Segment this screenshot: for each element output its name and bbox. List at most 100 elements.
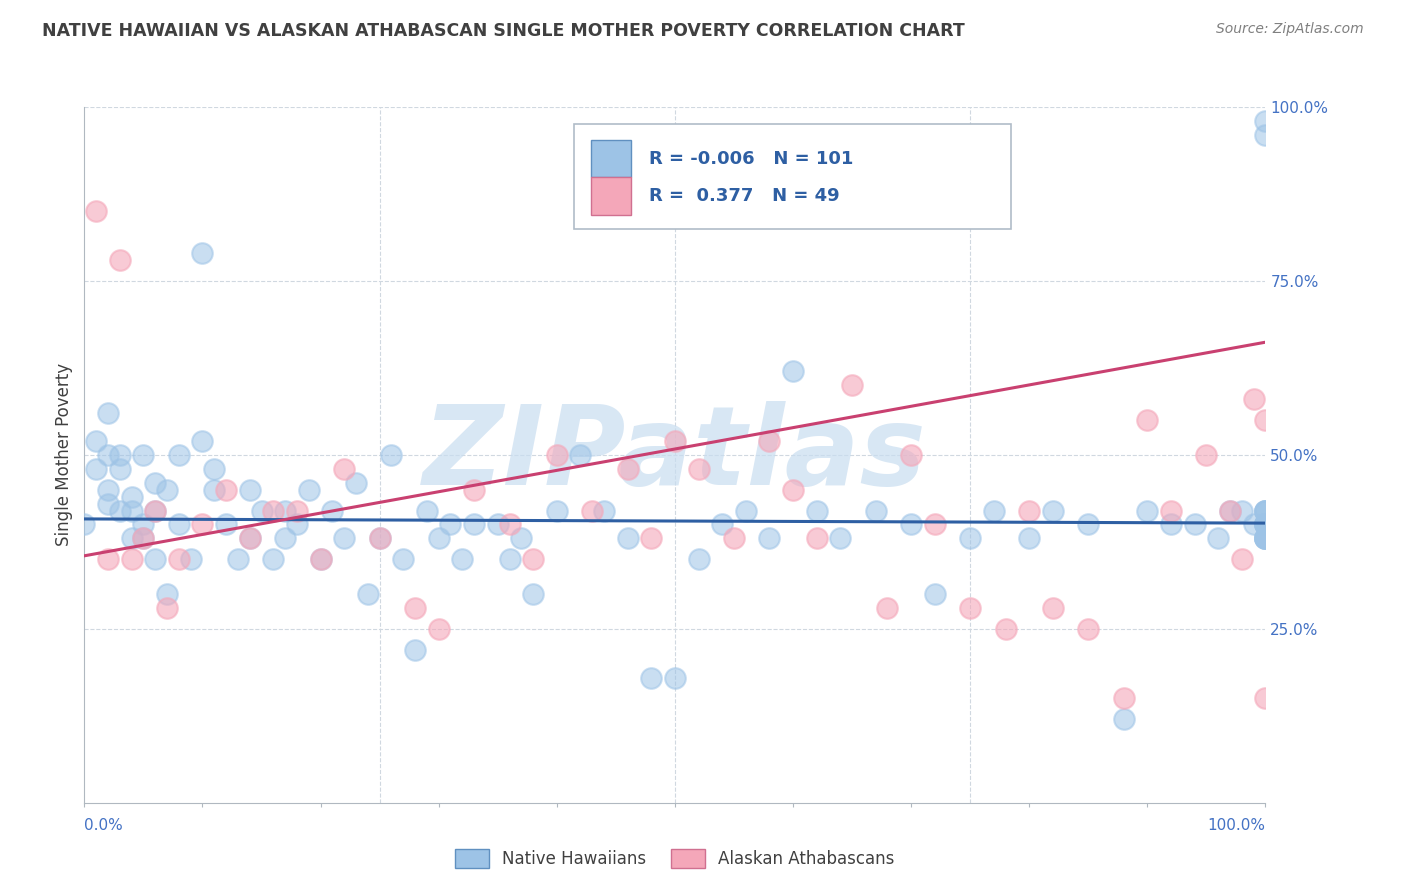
Point	[215, 517, 238, 532]
FancyBboxPatch shape	[591, 178, 631, 215]
Point	[380, 448, 402, 462]
Point	[132, 517, 155, 532]
Point	[121, 532, 143, 546]
Point	[344, 475, 367, 490]
Point	[97, 406, 120, 420]
Point	[167, 552, 190, 566]
Point	[1112, 691, 1135, 706]
Point	[239, 483, 262, 497]
Point	[994, 622, 1017, 636]
Point	[711, 517, 734, 532]
Point	[156, 587, 179, 601]
Legend: Native Hawaiians, Alaskan Athabascans: Native Hawaiians, Alaskan Athabascans	[449, 842, 901, 874]
Point	[321, 503, 343, 517]
Point	[427, 532, 450, 546]
Text: R =  0.377   N = 49: R = 0.377 N = 49	[650, 187, 839, 205]
Point	[522, 552, 544, 566]
Point	[285, 517, 308, 532]
Point	[250, 503, 273, 517]
Point	[959, 601, 981, 615]
Point	[581, 503, 603, 517]
Point	[1219, 503, 1241, 517]
Point	[439, 517, 461, 532]
Point	[167, 448, 190, 462]
Point	[1136, 413, 1159, 427]
Point	[84, 434, 107, 448]
Point	[758, 434, 780, 448]
Point	[486, 517, 509, 532]
Point	[262, 552, 284, 566]
Point	[143, 503, 166, 517]
Point	[202, 483, 225, 497]
Point	[132, 448, 155, 462]
Point	[1254, 517, 1277, 532]
Point	[239, 532, 262, 546]
Point	[156, 601, 179, 615]
Point	[143, 475, 166, 490]
Point	[664, 671, 686, 685]
Point	[1254, 128, 1277, 142]
Point	[392, 552, 415, 566]
Point	[1254, 532, 1277, 546]
Point	[73, 517, 96, 532]
Point	[1254, 503, 1277, 517]
Point	[121, 552, 143, 566]
Point	[593, 503, 616, 517]
Point	[97, 448, 120, 462]
Text: NATIVE HAWAIIAN VS ALASKAN ATHABASCAN SINGLE MOTHER POVERTY CORRELATION CHART: NATIVE HAWAIIAN VS ALASKAN ATHABASCAN SI…	[42, 22, 965, 40]
Point	[1077, 517, 1099, 532]
Point	[167, 517, 190, 532]
Point	[734, 503, 756, 517]
Point	[1230, 552, 1253, 566]
Point	[108, 462, 131, 476]
Point	[191, 517, 214, 532]
Point	[924, 587, 946, 601]
Point	[191, 434, 214, 448]
Point	[900, 448, 922, 462]
Point	[191, 246, 214, 260]
Point	[664, 434, 686, 448]
Point	[1254, 503, 1277, 517]
Point	[274, 532, 297, 546]
Point	[84, 204, 107, 219]
Point	[298, 483, 321, 497]
Point	[1254, 532, 1277, 546]
Point	[546, 448, 568, 462]
Point	[688, 462, 710, 476]
Point	[959, 532, 981, 546]
Point	[285, 503, 308, 517]
Point	[723, 532, 745, 546]
Point	[463, 483, 485, 497]
Point	[416, 503, 439, 517]
Point	[132, 532, 155, 546]
Point	[616, 462, 638, 476]
Point	[97, 483, 120, 497]
Point	[427, 622, 450, 636]
Point	[274, 503, 297, 517]
Point	[357, 587, 380, 601]
Point	[1254, 517, 1277, 532]
Point	[830, 532, 852, 546]
Point	[368, 532, 391, 546]
Point	[1254, 503, 1277, 517]
Point	[143, 552, 166, 566]
Point	[333, 532, 356, 546]
Point	[1254, 114, 1277, 128]
Point	[865, 503, 887, 517]
Point	[309, 552, 332, 566]
Point	[97, 497, 120, 511]
Point	[1184, 517, 1206, 532]
Point	[84, 462, 107, 476]
Point	[546, 503, 568, 517]
Point	[404, 642, 426, 657]
Point	[688, 552, 710, 566]
Point	[1112, 712, 1135, 726]
Point	[156, 483, 179, 497]
Point	[463, 517, 485, 532]
Point	[1254, 413, 1277, 427]
Point	[215, 483, 238, 497]
Point	[924, 517, 946, 532]
Point	[333, 462, 356, 476]
Point	[640, 671, 662, 685]
Point	[1160, 503, 1182, 517]
